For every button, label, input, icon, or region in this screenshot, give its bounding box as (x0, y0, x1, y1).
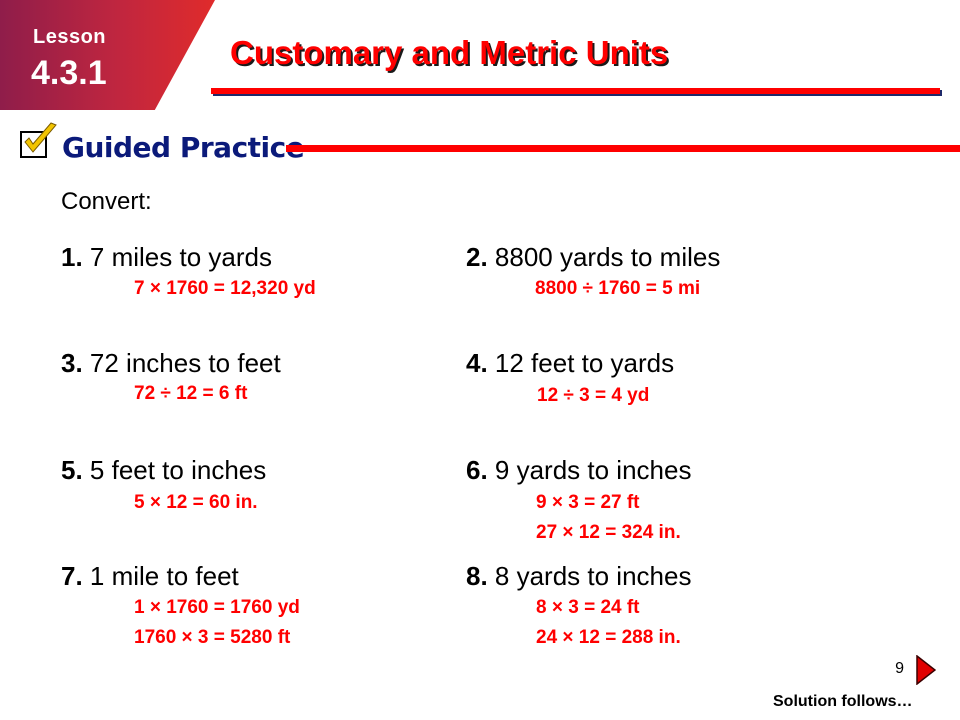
problem-number: 7. (61, 561, 83, 591)
answer-5: 5 × 12 = 60 in. (134, 488, 258, 518)
problem-number: 2. (466, 242, 488, 272)
section-label: Guided Practice (62, 131, 305, 164)
problem-2: 2. 8800 yards to miles (466, 242, 720, 273)
answer-line: 8800 ÷ 1760 = 5 mi (535, 278, 701, 299)
lesson-label: Lesson (33, 26, 107, 48)
answer-6: 9 × 3 = 27 ft 27 × 12 = 324 in. (536, 488, 681, 548)
answer-line: 7 × 1760 = 12,320 yd (134, 278, 316, 299)
title-divider (211, 88, 940, 94)
problem-text: 7 miles to yards (82, 242, 272, 272)
problem-6: 6. 9 yards to inches (466, 455, 691, 486)
problem-text: 12 feet to yards (487, 348, 675, 378)
answer-line: 1760 × 3 = 5280 ft (134, 627, 291, 648)
solution-follows-label: Solution follows… (773, 693, 913, 710)
answer-line: 12 ÷ 3 = 4 yd (537, 385, 650, 406)
answer-8: 8 × 3 = 24 ft 24 × 12 = 288 in. (536, 593, 681, 653)
problem-number: 1. (61, 242, 83, 272)
problem-4: 4. 12 feet to yards (466, 348, 674, 379)
instruction-prompt: Convert: (61, 188, 152, 215)
problem-8: 8. 8 yards to inches (466, 561, 691, 592)
problem-text: 8800 yards to miles (487, 242, 721, 272)
answer-line: 1 × 1760 = 1760 yd (134, 597, 300, 618)
problem-1: 1. 7 miles to yards (61, 242, 272, 273)
answer-line: 27 × 12 = 324 in. (536, 522, 681, 543)
problem-7: 7. 1 mile to feet (61, 561, 239, 592)
problem-number: 5. (61, 455, 83, 485)
answer-2: 8800 ÷ 1760 = 5 mi (535, 274, 700, 304)
answer-line: 9 × 3 = 27 ft (536, 492, 640, 513)
problem-number: 3. (61, 348, 83, 378)
problem-number: 6. (466, 455, 488, 485)
answer-line: 24 × 12 = 288 in. (536, 627, 681, 648)
problem-5: 5. 5 feet to inches (61, 455, 266, 486)
problem-number: 8. (466, 561, 488, 591)
answer-7: 1 × 1760 = 1760 yd 1760 × 3 = 5280 ft (134, 593, 300, 653)
answer-line: 8 × 3 = 24 ft (536, 597, 640, 618)
problem-text: 72 inches to feet (82, 348, 281, 378)
section-divider (286, 145, 960, 152)
problem-text: 8 yards to inches (487, 561, 692, 591)
problem-3: 3. 72 inches to feet (61, 348, 281, 379)
answer-1: 7 × 1760 = 12,320 yd (134, 274, 316, 304)
problem-text: 1 mile to feet (82, 561, 239, 591)
problem-text: 9 yards to inches (487, 455, 692, 485)
answer-line: 5 × 12 = 60 in. (134, 492, 258, 513)
problem-text: 5 feet to inches (82, 455, 267, 485)
answer-4: 12 ÷ 3 = 4 yd (537, 381, 649, 411)
checkmark-icon (20, 122, 57, 158)
answer-line: 72 ÷ 12 = 6 ft (134, 383, 248, 404)
next-arrow-icon[interactable] (914, 655, 936, 685)
page-number: 9 (895, 660, 904, 677)
lesson-number: 4.3.1 (31, 54, 107, 92)
page-title: Customary and Metric Units (230, 34, 669, 71)
answer-3: 72 ÷ 12 = 6 ft (134, 379, 247, 409)
problem-number: 4. (466, 348, 488, 378)
